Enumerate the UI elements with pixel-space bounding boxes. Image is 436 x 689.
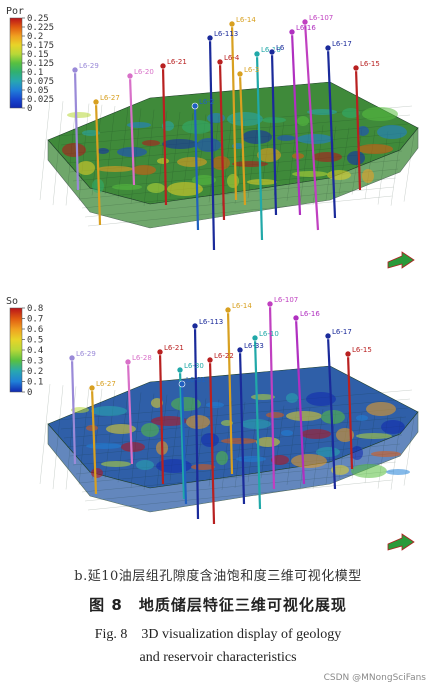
colorbar-tick-label: 0.15 — [27, 50, 49, 60]
well-label: L6-27 — [96, 380, 116, 388]
orientation-arrow-icon — [387, 251, 415, 269]
colorbar-tick-label: 0.1 — [27, 378, 43, 388]
well-label: L6-20 — [134, 68, 154, 76]
well-l6-29: L6-29 — [68, 350, 96, 465]
well-l6-16: L6-16 — [292, 310, 320, 485]
well-l6-3: L6-3 — [236, 66, 259, 206]
colorbar-tick-label: 0.075 — [27, 77, 54, 87]
porosity-3d-model-panel: Por 0.25 0.225 0.2 0.175 0.15 0.125 0.1 0.075 0.0… — [0, 0, 436, 282]
well-l6-17: L6-17 — [324, 40, 352, 219]
well-label: L6-28 — [132, 354, 152, 362]
colorbar-tick-label: 0.3 — [27, 357, 43, 367]
well-l6-10: L6-10 — [251, 330, 279, 510]
colorbar — [9, 17, 23, 109]
watermark: CSDN @MNongSciFans — [323, 673, 426, 683]
well-l6-15: L6-15 — [352, 60, 380, 191]
well-label: L6-15 — [352, 346, 372, 354]
colorbar-tick-label: 0.175 — [27, 41, 54, 51]
well-l6-21: L6-21 — [159, 58, 187, 206]
colorbar-tick-label: 0.025 — [27, 95, 54, 105]
well-l6: L6 — [268, 44, 285, 216]
colorbar-tick-label: 0.5 — [27, 336, 43, 346]
property-patches — [71, 392, 410, 478]
well-l6-16: L6-16 — [288, 24, 316, 216]
well-l6-28: L6-28 — [124, 354, 152, 465]
well-l6-29: L6-29 — [71, 62, 99, 191]
colorbar-tick-label: 0 — [27, 388, 32, 398]
oil-saturation-3d-model-panel: So 0.8 0.7 0.6 0.5 0.4 0.3 0.2 0.1 0 L6-107 L6-14 L6… — [0, 290, 436, 562]
reservoir-side-faces — [47, 127, 419, 229]
colorbar-tick-label: 0.8 — [27, 304, 43, 314]
well-l6-27: L6-27 — [88, 380, 116, 495]
well-l6-33: L6-33 — [236, 342, 264, 505]
well-label: L6-113 — [199, 318, 223, 326]
colorbar-tick-label: 0.2 — [27, 367, 43, 377]
well-l6-107: L6-107 — [301, 14, 333, 231]
well-label: L6-107 — [309, 14, 333, 22]
colorbar-tick-label: 0.2 — [27, 32, 43, 42]
well-label: L6-22 — [214, 352, 234, 360]
well-l6-4: L6-4 — [216, 54, 240, 221]
subfigure-caption: b.延10油层组孔隙度含油饱和度三维可视化模型 — [74, 569, 362, 584]
well-label: L6-21 — [167, 58, 187, 66]
well-label: L6-3 — [244, 66, 259, 74]
colorbar-title: So — [6, 296, 18, 307]
well-l6-17: L6-17 — [324, 328, 352, 490]
orientation-arrow-icon — [387, 533, 415, 551]
colorbar-tick-label: 0.6 — [27, 325, 43, 335]
well-label: L6-2 — [199, 98, 214, 106]
colorbar-tick-label: 0.4 — [27, 346, 43, 356]
figure-title-chinese: 图 8 地质储层特征三维可视化展现 — [89, 596, 347, 614]
well-label: L6-107 — [274, 296, 298, 304]
well-l6-31: L6-31 — [178, 376, 206, 505]
well-l6-14: L6-14 — [224, 302, 252, 475]
porosity-3d-model: Por0.250.2250.20.1750.150.1250.10.0750.0… — [6, 6, 419, 269]
colorbar-tick-label: 0 — [27, 104, 32, 114]
figure-title-english-line2: and reservoir characteristics — [139, 650, 297, 665]
well-label: L6-30 — [184, 362, 204, 370]
well-label: L6-14 — [236, 16, 256, 24]
well-label: L6-4 — [224, 54, 240, 62]
property-patches — [62, 107, 407, 196]
well-label: L6-16 — [300, 310, 320, 318]
figure-title-english-line1: Fig. 8 3D visualization display of geolo… — [94, 627, 342, 642]
well-label: L6-113 — [214, 30, 238, 38]
well-label: L6-21 — [164, 344, 184, 352]
well-l6-113: L6-113 — [206, 30, 238, 251]
well-label: L6-31 — [186, 376, 206, 384]
well-label: L6-33 — [244, 342, 264, 350]
well-label: L6-17 — [332, 328, 352, 336]
well-label: L6-14 — [232, 302, 252, 310]
well-l6-30: L6-30 — [176, 362, 204, 500]
colorbar — [9, 307, 23, 393]
colorbar-tick-label: 0.225 — [27, 23, 54, 33]
well-l6-20: L6-20 — [126, 68, 154, 186]
well-label: L6-10 — [259, 330, 279, 338]
well-label: L6-17 — [332, 40, 352, 48]
well-label: L6-29 — [79, 62, 99, 70]
colorbar-tick-label: 0.7 — [27, 315, 43, 325]
oil-saturation-3d-model: So 0.80.70.60.50.40.30.20.10 L6-107 L6-14 L6… — [6, 296, 419, 551]
well-label: L6 — [276, 44, 285, 52]
colorbar-tick-label: 0.25 — [27, 14, 49, 24]
well-label: L6-16 — [296, 24, 316, 32]
well-label: L6-29 — [76, 350, 96, 358]
well-l6-27: L6-27 — [92, 94, 120, 226]
well-l6-2: L6-2 — [191, 98, 214, 231]
well-l6-21: L6-21 — [156, 344, 184, 485]
colorbar-tick-label: 0.05 — [27, 86, 49, 96]
colorbar-title: Por — [6, 6, 24, 17]
well-l6-15: L6-15 — [344, 346, 372, 470]
well-l6-107: L6-107 — [266, 296, 298, 490]
well-label: L6-27 — [100, 94, 120, 102]
well-l6-113: L6-113 — [191, 318, 223, 520]
colorbar-tick-label: 0.125 — [27, 59, 54, 69]
well-l6-14: L6-14 — [228, 16, 256, 201]
well-l6-22: L6-22 — [206, 352, 234, 525]
well-label: L6-15 — [360, 60, 380, 68]
colorbar-tick-label: 0.1 — [27, 68, 43, 78]
